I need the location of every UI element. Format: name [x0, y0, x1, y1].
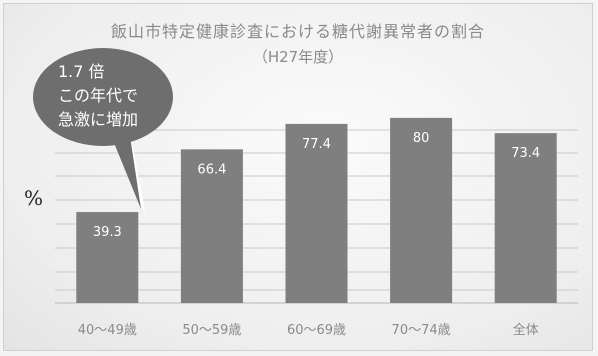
x-tick-label: 70～74歳: [392, 323, 451, 338]
callout-line-3: 急激に増加: [58, 110, 139, 129]
bar-value-label: 66.4: [197, 162, 226, 177]
bar-value-label: 73.4: [511, 146, 540, 161]
bar-1: [76, 212, 139, 303]
bar-value-label: 80: [413, 131, 430, 146]
bar-value-label: 77.4: [302, 137, 331, 152]
callout-bubble: [33, 48, 173, 146]
bar-4: [390, 117, 453, 303]
bar-5: [494, 133, 557, 303]
x-tick-label: 全体: [513, 322, 539, 338]
chart-subtitle: （H27年度）: [252, 48, 344, 66]
y-axis-unit-label: %: [24, 186, 44, 210]
bar-2: [180, 149, 243, 303]
x-tick-label: 50～59歳: [182, 323, 241, 338]
x-tick-label: 40～49歳: [78, 323, 137, 338]
chart-title: 飯山市特定健康診査における糖代謝異常者の割合: [110, 22, 485, 41]
callout-pointer: [112, 136, 141, 209]
x-tick-label: 60～69歳: [287, 323, 346, 338]
bar-value-label: 39.3: [93, 225, 122, 240]
callout-line-1: 1.7 倍: [58, 62, 105, 81]
callout-text: 1.7 倍 この年代で 急激に増加: [58, 60, 138, 132]
callout-line-2: この年代で: [58, 86, 139, 105]
bar-3: [285, 123, 348, 304]
